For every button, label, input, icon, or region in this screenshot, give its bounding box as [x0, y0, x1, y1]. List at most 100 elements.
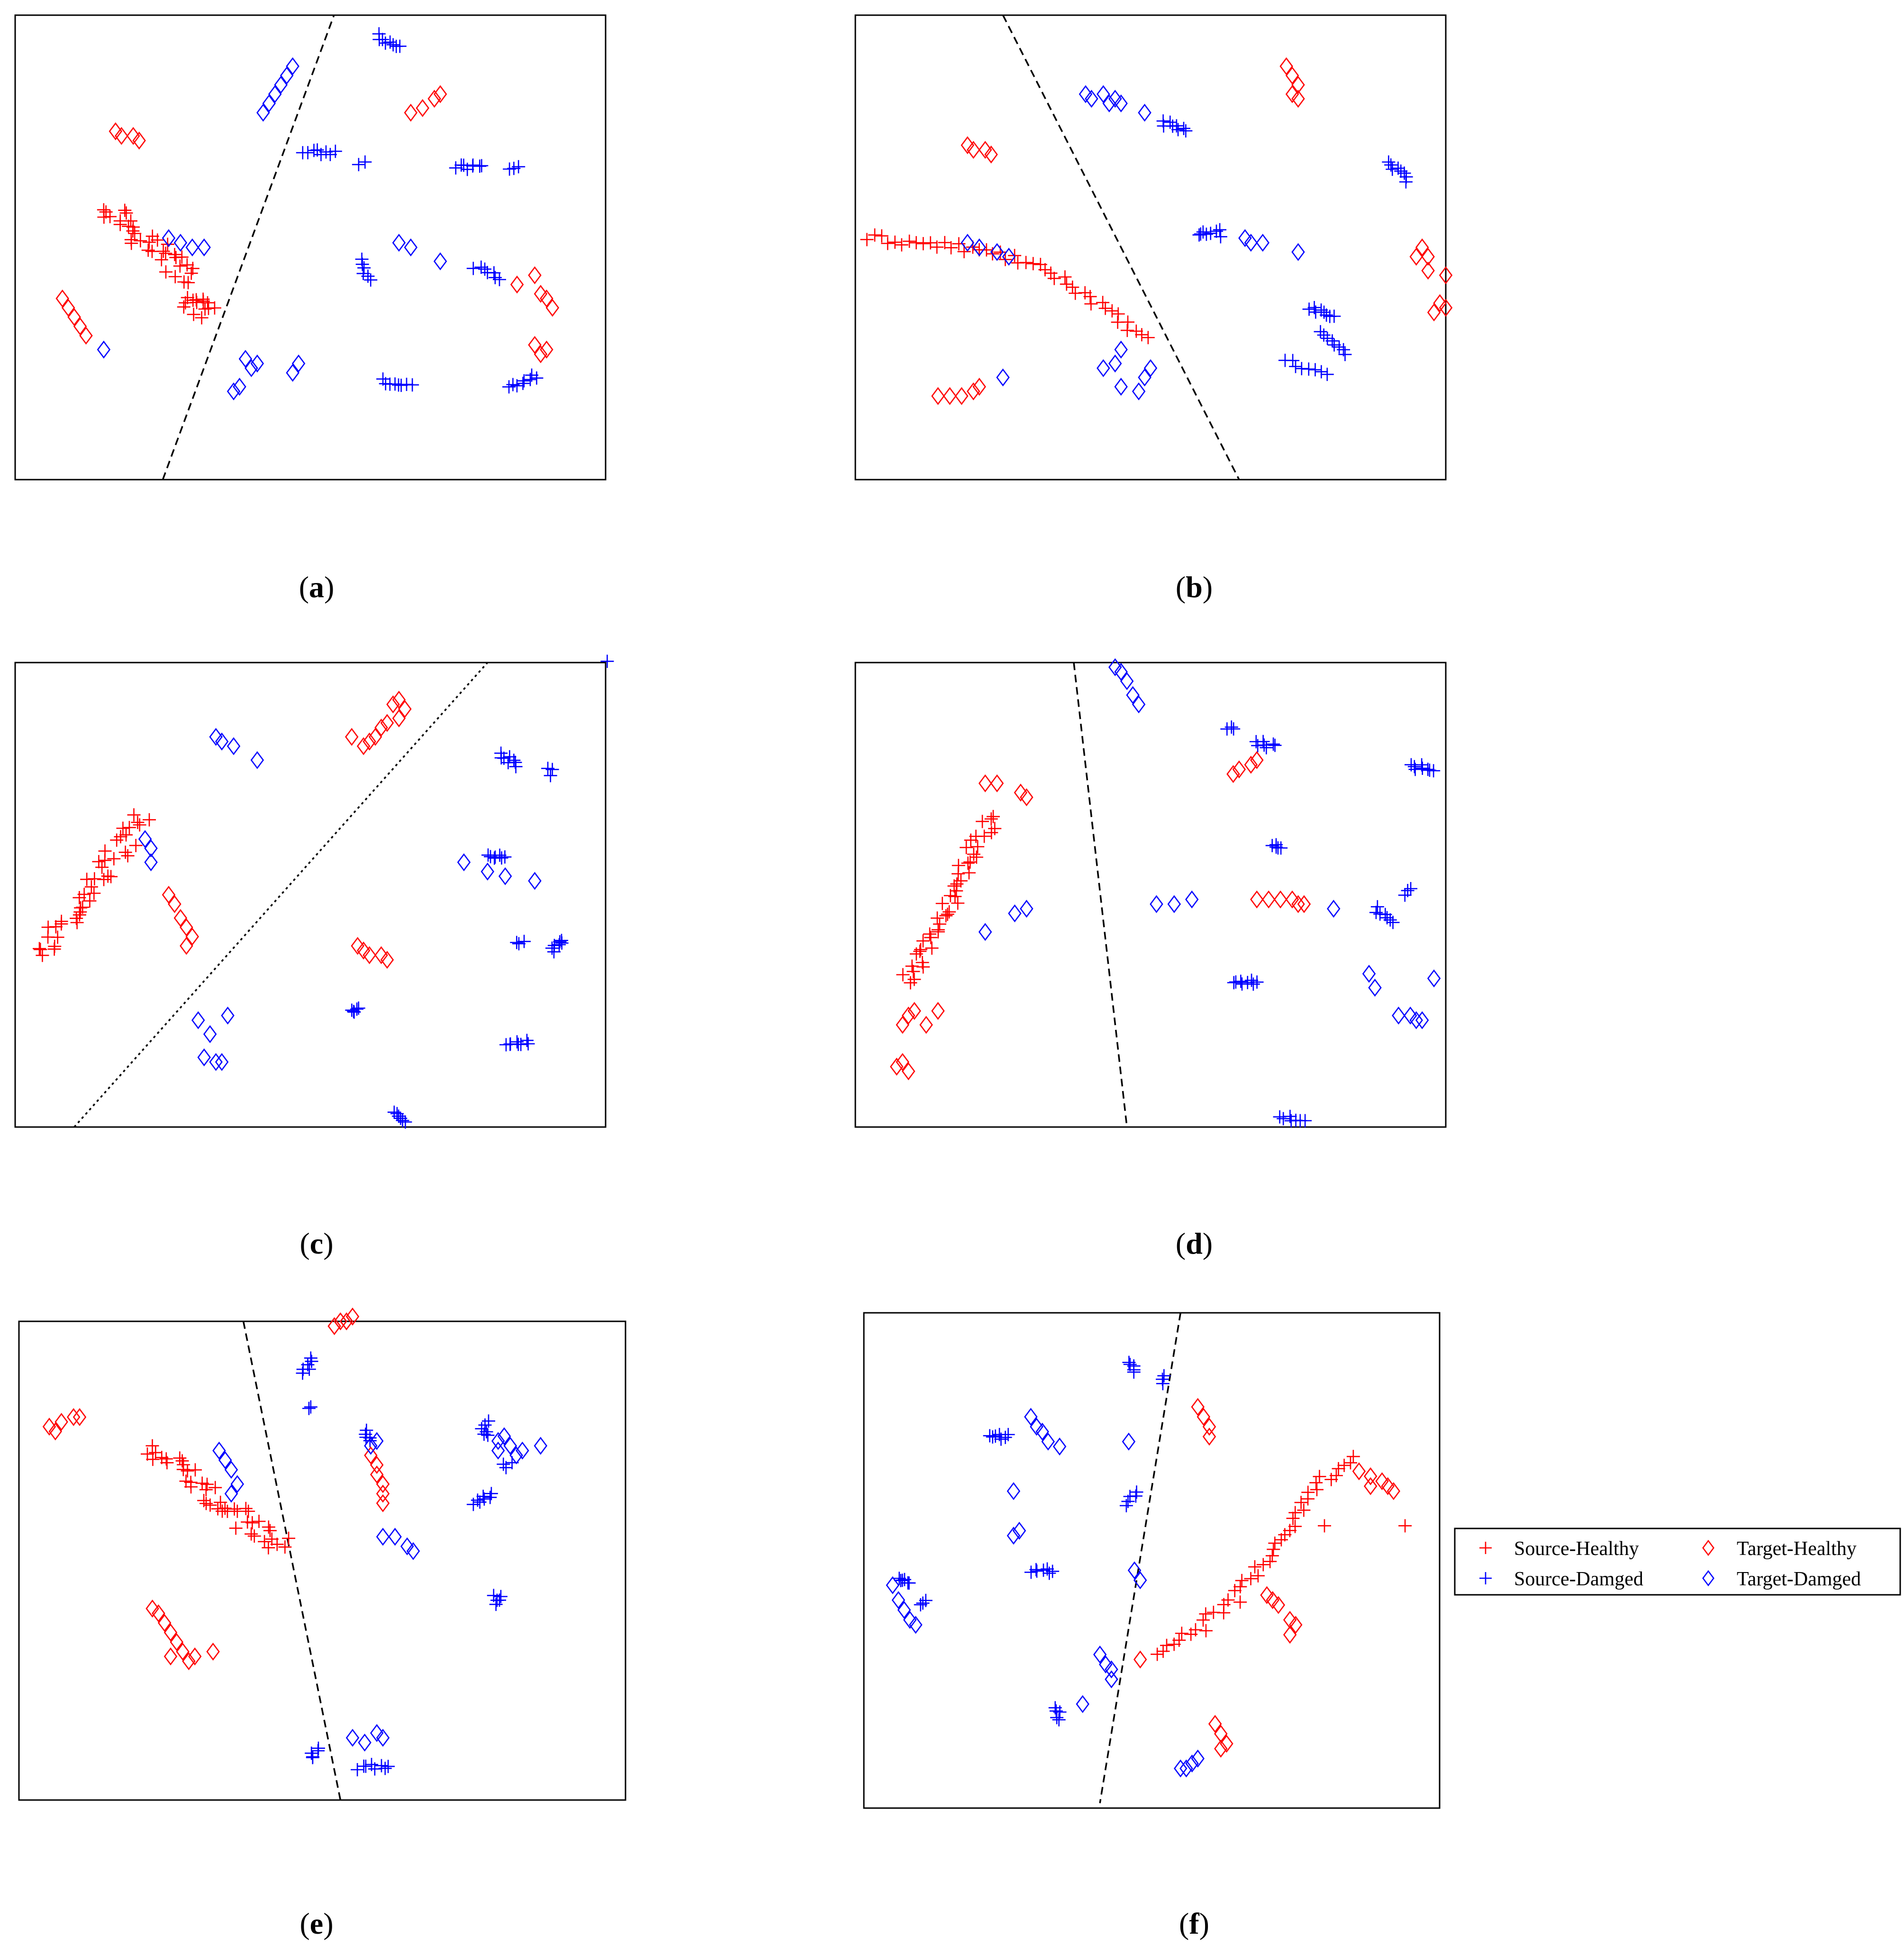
target-point — [132, 131, 146, 150]
target-point — [191, 1011, 205, 1029]
series-target-healthy — [55, 85, 560, 364]
target-point — [972, 238, 986, 256]
target-point — [528, 266, 542, 284]
source-point — [311, 1741, 325, 1755]
source-point — [904, 976, 917, 990]
source-point — [352, 158, 365, 172]
source-point — [393, 39, 407, 53]
target-point — [1214, 1739, 1228, 1758]
source-point — [160, 1456, 174, 1470]
target-point — [1191, 1749, 1205, 1768]
target-point — [1097, 85, 1110, 103]
source-point — [122, 821, 136, 835]
source-point — [1050, 1711, 1064, 1725]
target-point — [185, 928, 199, 946]
source-point — [553, 935, 567, 949]
target-point — [162, 229, 176, 247]
target-point — [386, 695, 400, 714]
source-point — [1317, 328, 1331, 342]
legend-plus-mark — [1479, 1572, 1492, 1584]
source-point — [1289, 360, 1303, 373]
source-point — [1214, 230, 1227, 244]
source-point — [187, 308, 200, 321]
target-point — [1122, 1432, 1136, 1451]
source-point — [986, 809, 1000, 823]
source-point — [199, 1483, 213, 1497]
source-point — [868, 228, 881, 242]
source-point — [1268, 1537, 1282, 1550]
target-point — [1283, 1626, 1297, 1644]
source-point — [1318, 1519, 1331, 1533]
source-point — [394, 378, 408, 392]
source-point — [1298, 1114, 1312, 1128]
panel-b — [854, 14, 1453, 481]
series-target-damged — [97, 57, 447, 400]
source-point — [1047, 272, 1061, 285]
source-point — [258, 1535, 272, 1548]
source-point — [1404, 882, 1418, 896]
target-point — [1127, 1561, 1142, 1580]
series-source-damged — [892, 1355, 1171, 1727]
source-point — [77, 888, 91, 901]
target-point — [1433, 294, 1447, 312]
target-point — [1114, 94, 1128, 113]
target-point — [203, 1025, 217, 1043]
legend-label: Target-Damged — [1737, 1568, 1861, 1590]
source-point — [952, 859, 965, 873]
series-target-damged — [886, 1408, 1205, 1778]
target-point — [157, 1614, 172, 1632]
target-point — [1132, 695, 1146, 714]
target-point — [433, 85, 447, 103]
target-point — [392, 234, 406, 252]
target-point — [1392, 1006, 1405, 1025]
source-point — [474, 260, 488, 274]
legend-marker-plus — [1479, 1572, 1492, 1584]
target-point — [1138, 368, 1151, 387]
target-point — [392, 691, 406, 709]
source-point — [509, 760, 523, 773]
source-point — [1398, 1519, 1412, 1533]
source-point — [87, 886, 101, 900]
target-point — [1120, 672, 1134, 691]
target-point — [356, 941, 371, 960]
target-point — [491, 1441, 505, 1460]
target-point — [1105, 1670, 1118, 1689]
source-point — [947, 879, 961, 893]
source-point — [84, 880, 98, 894]
source-point — [1337, 1458, 1351, 1472]
source-point — [600, 655, 614, 668]
source-point — [978, 829, 991, 843]
target-point — [388, 1528, 402, 1546]
target-point — [180, 918, 193, 937]
source-point — [175, 250, 189, 264]
source-point — [119, 206, 133, 220]
target-point — [896, 1016, 909, 1034]
series-target-healthy — [889, 751, 1311, 1081]
source-point — [924, 931, 938, 945]
source-point — [449, 161, 462, 175]
source-point — [1030, 1564, 1044, 1578]
target-point — [510, 275, 524, 294]
source-point — [1248, 1560, 1261, 1574]
target-point — [990, 774, 1004, 792]
source-point — [1346, 1450, 1360, 1464]
source-point — [520, 1034, 534, 1047]
source-point — [1313, 1470, 1326, 1483]
target-point — [334, 1312, 347, 1330]
source-point — [1043, 1566, 1056, 1580]
source-point — [545, 941, 559, 955]
source-point — [875, 229, 889, 243]
legend-plus-mark — [1479, 1542, 1492, 1554]
target-point — [1261, 890, 1276, 909]
target-point — [1363, 1467, 1378, 1485]
source-point — [1245, 973, 1259, 987]
source-point — [1320, 308, 1333, 322]
source-point — [1227, 976, 1241, 990]
source-point — [952, 237, 966, 251]
target-point — [1271, 1596, 1286, 1614]
source-point — [1294, 1496, 1308, 1510]
source-point — [916, 934, 930, 948]
source-point — [245, 1516, 259, 1530]
source-point — [1369, 906, 1383, 919]
source-point — [306, 1750, 319, 1764]
